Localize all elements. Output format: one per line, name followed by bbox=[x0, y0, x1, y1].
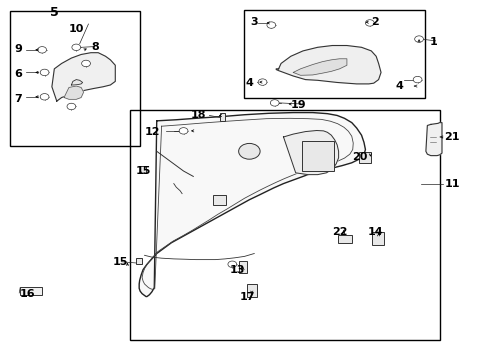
Text: 16: 16 bbox=[19, 289, 35, 299]
Circle shape bbox=[40, 69, 49, 76]
Circle shape bbox=[179, 128, 187, 134]
Text: 4: 4 bbox=[245, 78, 253, 88]
Text: 13: 13 bbox=[229, 265, 245, 275]
Text: 17: 17 bbox=[239, 292, 255, 302]
Text: 2: 2 bbox=[370, 17, 378, 27]
Bar bbox=[10, 12, 140, 146]
Text: 18: 18 bbox=[190, 111, 206, 121]
Polygon shape bbox=[283, 131, 338, 175]
Circle shape bbox=[38, 46, 46, 53]
Circle shape bbox=[81, 60, 90, 67]
Text: 4: 4 bbox=[395, 81, 403, 91]
Text: 20: 20 bbox=[351, 152, 366, 162]
Text: 15: 15 bbox=[113, 257, 128, 267]
Bar bbox=[302, 140, 333, 171]
Text: 15: 15 bbox=[136, 166, 151, 176]
Text: 12: 12 bbox=[144, 127, 160, 136]
Text: 8: 8 bbox=[91, 42, 99, 52]
Polygon shape bbox=[293, 59, 346, 75]
Circle shape bbox=[72, 44, 81, 50]
Circle shape bbox=[40, 94, 49, 100]
Bar bbox=[337, 235, 351, 243]
Text: 10: 10 bbox=[68, 24, 84, 34]
Bar bbox=[246, 284, 256, 297]
Bar bbox=[220, 113, 224, 121]
Text: 9: 9 bbox=[14, 44, 22, 54]
Circle shape bbox=[258, 79, 266, 85]
Bar bbox=[212, 195, 226, 205]
Text: 7: 7 bbox=[14, 94, 22, 104]
Bar bbox=[238, 261, 247, 273]
Bar bbox=[358, 152, 370, 163]
Circle shape bbox=[227, 261, 236, 267]
Text: 22: 22 bbox=[331, 227, 347, 237]
Polygon shape bbox=[71, 80, 82, 85]
Text: 11: 11 bbox=[444, 179, 459, 189]
Circle shape bbox=[414, 36, 423, 42]
Text: 1: 1 bbox=[429, 37, 437, 47]
Bar bbox=[244, 10, 424, 98]
Circle shape bbox=[365, 20, 373, 26]
Polygon shape bbox=[64, 86, 83, 99]
Bar bbox=[20, 287, 42, 296]
Polygon shape bbox=[425, 123, 441, 156]
Circle shape bbox=[266, 22, 275, 28]
Circle shape bbox=[238, 143, 260, 159]
Circle shape bbox=[412, 76, 421, 83]
Text: 3: 3 bbox=[250, 17, 258, 27]
Text: 21: 21 bbox=[444, 132, 459, 142]
Text: 5: 5 bbox=[50, 6, 59, 19]
Bar bbox=[136, 258, 142, 264]
Bar bbox=[140, 166, 146, 173]
Text: 19: 19 bbox=[290, 100, 306, 110]
Polygon shape bbox=[52, 53, 115, 101]
Circle shape bbox=[270, 100, 279, 106]
Circle shape bbox=[67, 103, 76, 110]
Text: 6: 6 bbox=[14, 69, 22, 79]
Polygon shape bbox=[139, 113, 365, 297]
Polygon shape bbox=[276, 45, 380, 84]
Text: 14: 14 bbox=[366, 227, 382, 237]
Bar bbox=[130, 110, 439, 339]
Bar bbox=[371, 232, 384, 244]
